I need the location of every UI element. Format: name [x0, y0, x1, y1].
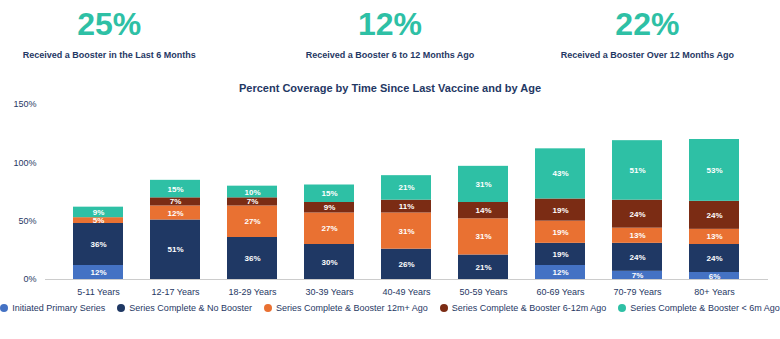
svg-text:7%: 7% [632, 271, 644, 280]
svg-text:100%: 100% [13, 158, 36, 168]
svg-text:40-49 Years: 40-49 Years [382, 287, 431, 297]
svg-text:24%: 24% [629, 210, 645, 219]
svg-text:36%: 36% [244, 254, 260, 263]
svg-text:53%: 53% [706, 166, 722, 175]
html-text:Series Complete & No Booster: Series Complete & No Booster [129, 303, 252, 313]
svg-text:31%: 31% [475, 232, 491, 241]
html-text:25%: 25% [77, 6, 142, 42]
html-text:22%: 22% [615, 6, 680, 42]
svg-text:31%: 31% [398, 227, 414, 236]
svg-text:5%: 5% [93, 216, 105, 225]
svg-text:150%: 150% [13, 99, 36, 109]
svg-text:24%: 24% [706, 254, 722, 263]
svg-text:19%: 19% [552, 228, 568, 237]
svg-text:51%: 51% [167, 245, 183, 254]
svg-text:13%: 13% [706, 232, 722, 241]
html-text:Percent Coverage by Time Since: Percent Coverage by Time Since Last Vacc… [239, 82, 541, 94]
svg-text:11%: 11% [399, 202, 415, 211]
svg-text:26%: 26% [398, 260, 414, 269]
svg-text:5-11 Years: 5-11 Years [77, 287, 120, 297]
html-text:Initiated Primary Series: Initiated Primary Series [12, 303, 106, 313]
svg-text:60-69 Years: 60-69 Years [536, 287, 585, 297]
svg-text:24%: 24% [706, 211, 722, 220]
svg-text:12%: 12% [90, 268, 106, 277]
svg-text:50-59 Years: 50-59 Years [459, 287, 508, 297]
html-text:Series Complete & Booster 12m+: Series Complete & Booster 12m+ Ago [275, 303, 428, 313]
svg-text:7%: 7% [170, 197, 182, 206]
svg-text:27%: 27% [321, 224, 337, 233]
svg-text:51%: 51% [629, 166, 645, 175]
svg-text:10%: 10% [244, 188, 260, 197]
svg-text:36%: 36% [90, 240, 106, 249]
svg-text:31%: 31% [475, 180, 491, 189]
html-text:Received a Booster Over 12 Mon: Received a Booster Over 12 Months Ago [560, 50, 734, 60]
svg-text:19%: 19% [552, 250, 568, 259]
svg-text:19%: 19% [552, 206, 568, 215]
svg-text:24%: 24% [629, 253, 645, 262]
svg-text:80+ Years: 80+ Years [694, 287, 735, 297]
svg-text:21%: 21% [398, 183, 414, 192]
html-text:Received a Booster 6 to 12 Mon: Received a Booster 6 to 12 Months Ago [305, 50, 475, 60]
html-text:12%: 12% [358, 6, 422, 42]
svg-text:15%: 15% [321, 189, 337, 198]
svg-text:12%: 12% [167, 209, 183, 218]
svg-text:9%: 9% [93, 208, 105, 217]
svg-text:27%: 27% [244, 217, 260, 226]
svg-text:30%: 30% [321, 258, 337, 267]
svg-text:43%: 43% [552, 169, 568, 178]
svg-text:13%: 13% [629, 231, 645, 240]
html-text:Series Complete & Booster 6-12: Series Complete & Booster 6-12m Ago [451, 303, 607, 313]
svg-text:9%: 9% [324, 203, 336, 212]
svg-text:18-29 Years: 18-29 Years [228, 287, 277, 297]
svg-text:14%: 14% [475, 206, 491, 215]
svg-text:7%: 7% [247, 197, 259, 206]
svg-text:0%: 0% [23, 274, 36, 284]
html-text:Series Complete & Booster < 6m: Series Complete & Booster < 6m Ago [630, 303, 780, 313]
svg-text:12%: 12% [552, 268, 568, 277]
svg-text:30-39 Years: 30-39 Years [305, 287, 354, 297]
svg-text:21%: 21% [475, 263, 491, 272]
svg-text:6%: 6% [708, 271, 721, 281]
svg-text:15%: 15% [167, 185, 183, 194]
svg-text:50%: 50% [18, 216, 36, 226]
svg-text:12-17 Years: 12-17 Years [151, 287, 200, 297]
svg-text:70-79 Years: 70-79 Years [613, 287, 662, 297]
html-text:Received a Booster in the Last: Received a Booster in the Last 6 Months [22, 50, 196, 60]
